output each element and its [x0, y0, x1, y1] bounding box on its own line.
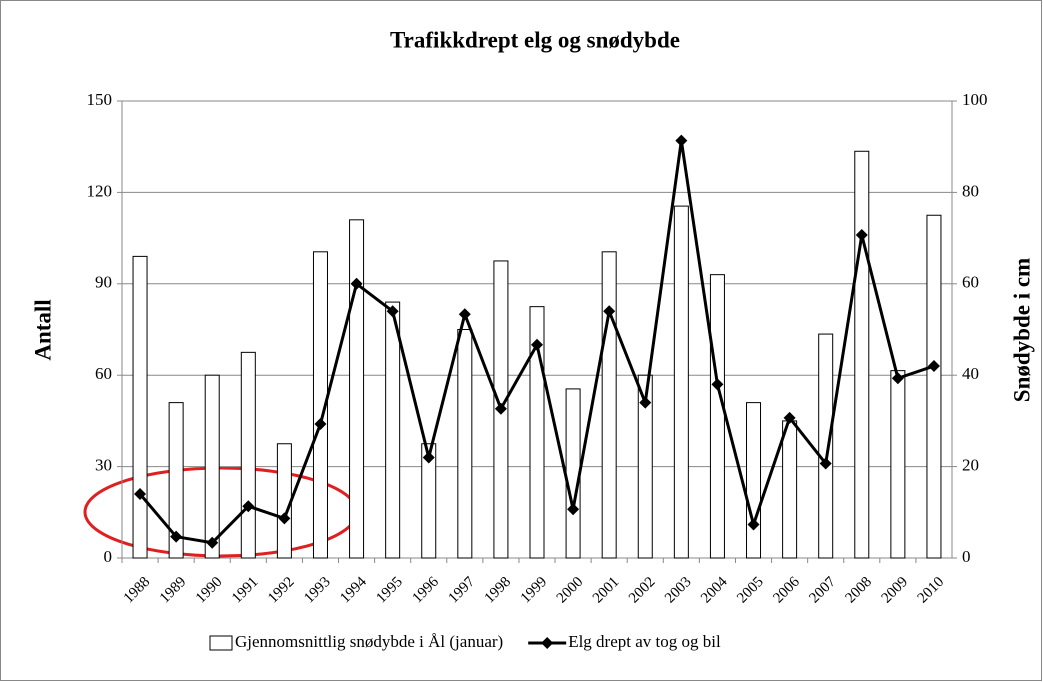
marker [242, 500, 255, 513]
bar [601, 251, 617, 559]
y-tick-label: 120 [87, 181, 113, 200]
bar [709, 274, 725, 559]
y-axis-title: Antall [30, 299, 55, 360]
marker [819, 457, 832, 470]
y-tick-label: 90 [95, 273, 112, 292]
chart-title: Trafikkdrept elg og snødybde [390, 27, 680, 52]
marker [314, 417, 327, 430]
marker [567, 503, 580, 516]
marker [422, 451, 435, 464]
bar [276, 443, 292, 559]
marker [458, 308, 471, 321]
y-tick-label: 30 [95, 456, 112, 475]
marker [747, 518, 760, 531]
y2-tick-label: 20 [962, 456, 979, 475]
y2-tick-label: 40 [962, 364, 979, 383]
marker [278, 512, 291, 525]
marker [134, 488, 147, 501]
bar [204, 374, 220, 559]
bar [529, 306, 545, 559]
marker [783, 411, 796, 424]
y-tick-label: 60 [95, 364, 112, 383]
marker [386, 305, 399, 318]
legend-marker [541, 637, 554, 649]
bar [421, 443, 437, 559]
bar [818, 333, 834, 559]
marker [675, 134, 688, 147]
y-tick-label: 0 [104, 547, 113, 566]
marker [494, 402, 507, 415]
bar [385, 301, 401, 559]
bar [637, 374, 653, 559]
marker [855, 229, 868, 242]
bar [312, 251, 328, 559]
bar [565, 388, 581, 559]
bar [240, 351, 256, 559]
marker [639, 396, 652, 409]
bar [890, 370, 906, 559]
bar [132, 255, 148, 559]
marker [170, 530, 183, 543]
legend-label: Elg drept av tog og bil [568, 632, 721, 651]
bar [782, 420, 798, 559]
bar [673, 205, 689, 559]
legend-label: Gjennomsnittlig snødybde i Ål (januar) [235, 632, 503, 651]
y2-tick-label: 80 [962, 181, 979, 200]
y2-tick-label: 100 [962, 90, 988, 109]
bar [457, 329, 473, 559]
marker [927, 360, 940, 373]
bar [854, 150, 870, 559]
y-tick-label: 150 [87, 90, 113, 109]
y2-tick-label: 60 [962, 273, 979, 292]
legend-swatch [209, 635, 233, 651]
bar [926, 214, 942, 559]
bar [168, 402, 184, 559]
marker [531, 338, 543, 351]
y2-tick-label: 0 [962, 547, 971, 566]
y2-axis-title: Snødybde i cm [1009, 258, 1034, 402]
bar [746, 402, 762, 559]
marker [603, 305, 616, 318]
bar [349, 219, 365, 559]
marker [206, 536, 219, 549]
marker [350, 277, 363, 290]
marker [711, 378, 724, 391]
marker [891, 372, 904, 385]
